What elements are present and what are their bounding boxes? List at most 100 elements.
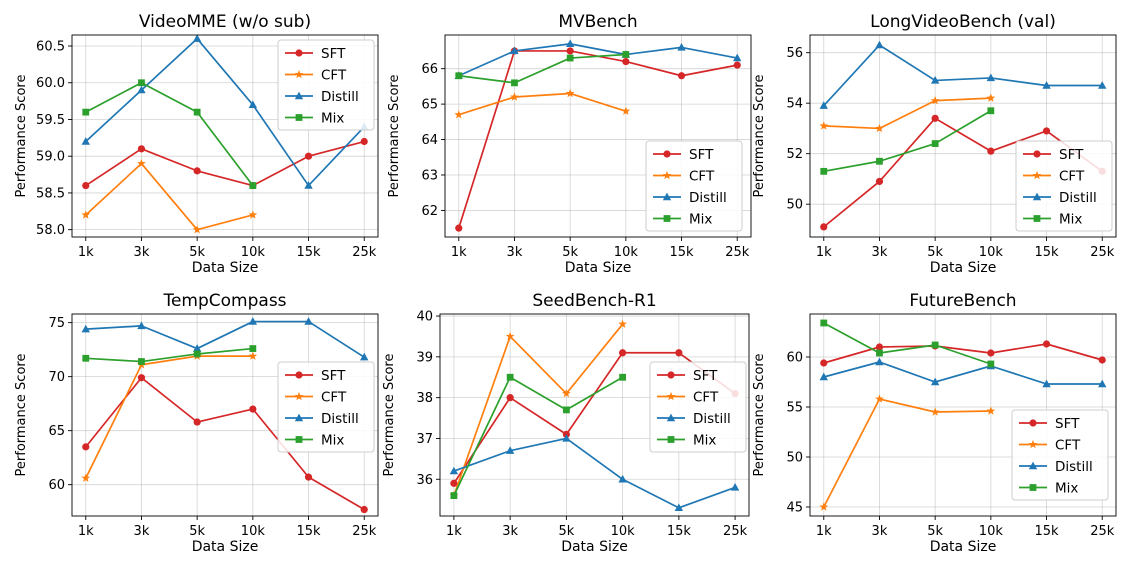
x-axis-label: Data Size <box>565 260 632 276</box>
series-line-sft <box>85 140 365 187</box>
data-point-mix <box>876 157 883 165</box>
y-tick-label: 65 <box>48 424 65 439</box>
data-point-mix <box>876 349 883 357</box>
data-point-distill <box>304 317 313 325</box>
legend-marker-mix <box>667 436 675 443</box>
y-axis-label: Performance Score <box>752 354 767 477</box>
data-point-cft <box>930 96 940 105</box>
legend-label-distill: Distill <box>321 411 359 427</box>
data-point-sft <box>875 177 884 186</box>
data-point-distill <box>930 76 940 84</box>
x-tick-label: 3k <box>872 245 888 260</box>
data-point-distill <box>248 100 258 108</box>
x-tick-label: 5k <box>927 524 943 539</box>
y-tick-label: 38 <box>416 391 433 406</box>
legend-label-cft: CFT <box>1059 169 1085 185</box>
x-axis-label: Data Size <box>561 539 628 555</box>
plot-frame <box>71 34 379 238</box>
series-line-mix <box>85 81 254 187</box>
plot-frame <box>809 34 1117 238</box>
data-point-sft <box>733 61 741 69</box>
data-point-distill <box>1098 81 1107 89</box>
legend-label-mix: Mix <box>1059 212 1082 228</box>
y-tick-label: 56 <box>786 46 803 61</box>
x-tick-label: 10k <box>979 245 1004 260</box>
legend-marker-cft <box>1028 439 1038 449</box>
legend-marker-mix <box>1033 215 1041 222</box>
data-point-distill <box>304 181 313 189</box>
data-point-cft <box>137 158 146 168</box>
data-point-sft <box>82 443 90 451</box>
legend-label-mix: Mix <box>689 212 712 228</box>
x-tick-label: 1k <box>816 245 832 260</box>
legend-label-sft: SFT <box>689 147 714 163</box>
legend: SFT CFT Distill Mix <box>1011 409 1109 501</box>
data-point-distill <box>81 324 90 333</box>
series-cft <box>81 351 258 482</box>
legend-marker-mix <box>295 114 303 121</box>
series-mix <box>455 51 630 87</box>
data-point-distill <box>137 85 146 94</box>
data-point-mix <box>249 345 257 352</box>
y-tick-label: 59.5 <box>36 113 65 128</box>
subplot-6: 1k 3k 5k 10k 15k 25k 45 50 55 60 FutureBench Data S… <box>752 291 1117 555</box>
y-tick-label: 58.5 <box>36 186 65 201</box>
data-point-sft <box>193 418 201 426</box>
y-tick-label: 63 <box>421 168 438 183</box>
series-line-distill <box>823 44 1103 107</box>
legend-marker-sft <box>1033 150 1041 158</box>
x-tick-label: 3k <box>134 524 150 539</box>
x-tick-label: 10k <box>979 524 1004 539</box>
legend-label-cft: CFT <box>693 390 719 406</box>
data-point-mix <box>931 140 939 147</box>
x-tick-label: 5k <box>189 245 205 260</box>
legend-marker-distill <box>1028 461 1038 470</box>
series-line-sft <box>823 117 1103 228</box>
data-point-cft <box>81 210 91 219</box>
data-point-mix <box>138 79 145 87</box>
data-point-distill <box>81 137 90 145</box>
data-point-distill <box>505 446 515 454</box>
x-tick-label: 5k <box>189 524 205 539</box>
plot-frame <box>809 313 1117 517</box>
data-point-cft <box>819 502 829 511</box>
data-point-sft <box>137 374 146 382</box>
series-line-cft <box>823 398 991 508</box>
data-point-sft <box>622 57 630 66</box>
y-tick-label: 55 <box>786 401 803 416</box>
x-tick-label: 1k <box>78 524 94 539</box>
legend-label-sft: SFT <box>1059 147 1084 163</box>
series-line-distill <box>453 437 736 509</box>
legend-marker-distill <box>294 91 304 100</box>
data-point-sft <box>987 349 995 357</box>
data-point-sft <box>987 147 995 155</box>
series-line-distill <box>85 37 365 187</box>
data-point-mix <box>820 319 828 327</box>
data-point-distill <box>677 43 686 51</box>
data-point-cft <box>621 106 631 115</box>
x-tick-label: 10k <box>241 524 266 539</box>
data-point-cft <box>505 331 515 341</box>
legend-label-cft: CFT <box>321 390 347 406</box>
data-point-sft <box>82 181 90 190</box>
series-sft <box>820 340 1106 367</box>
y-tick-label: 40 <box>416 310 433 325</box>
chart-title: SeedBench-R1 <box>532 291 656 311</box>
data-point-cft <box>618 319 627 328</box>
legend-label-mix: Mix <box>1055 481 1078 497</box>
data-point-sft <box>566 47 574 55</box>
legend-label-distill: Distill <box>693 411 731 427</box>
y-tick-label: 66 <box>421 62 438 77</box>
data-point-sft <box>931 114 939 122</box>
data-point-distill <box>733 53 742 62</box>
legend-marker-sft <box>667 371 675 379</box>
subplot-2: 1k 3k 5k 10k 15k 25k 62 63 64 65 66 MVBench Data Siz… <box>387 12 752 276</box>
data-point-cft <box>565 88 575 98</box>
legend-marker-distill <box>662 192 672 201</box>
x-tick-label: 15k <box>1034 245 1059 260</box>
y-axis-label: Performance Score <box>387 75 402 198</box>
x-tick-label: 15k <box>1034 524 1059 539</box>
x-tick-label: 1k <box>816 524 832 539</box>
x-axis-label: Data Size <box>192 539 259 555</box>
series-line-cft <box>458 92 627 116</box>
